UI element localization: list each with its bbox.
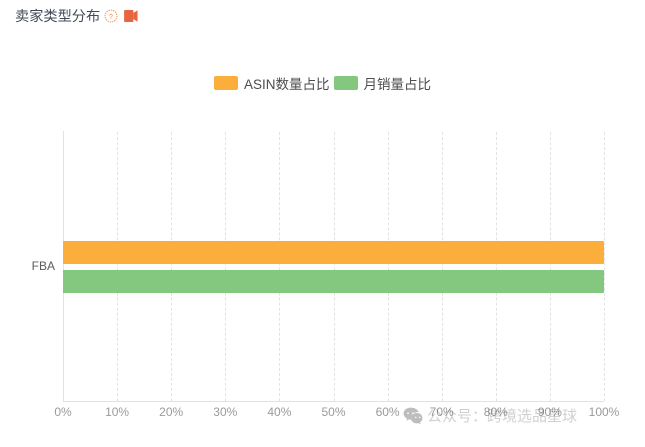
svg-text:?: ? bbox=[109, 14, 113, 21]
